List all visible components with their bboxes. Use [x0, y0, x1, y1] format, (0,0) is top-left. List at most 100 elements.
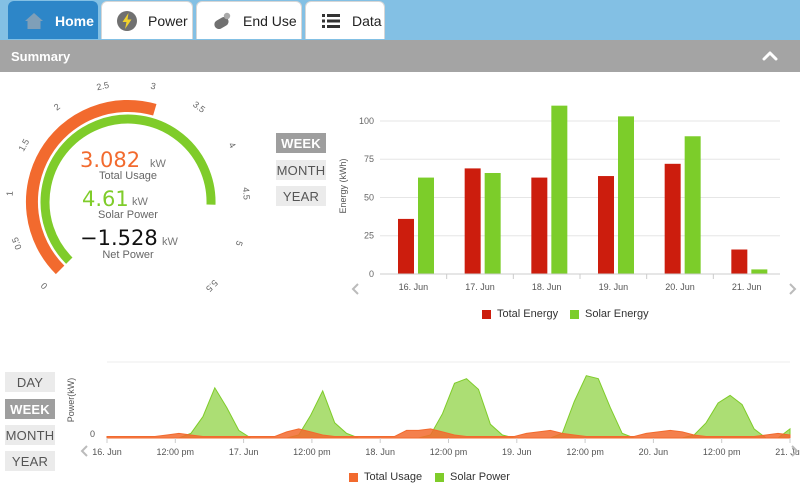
- legend-solar-power[interactable]: Solar Power: [435, 471, 510, 483]
- solar-power-value: 4.61: [82, 187, 129, 211]
- legend-swatch: [435, 473, 444, 482]
- net-power-unit: kW: [162, 236, 178, 248]
- tab-label: End Use: [243, 13, 297, 29]
- range-week-button[interactable]: WEEK: [5, 399, 55, 419]
- x-tick-label: 20. Jun: [639, 447, 669, 457]
- period-week-button[interactable]: WEEK: [276, 133, 326, 153]
- legend-swatch: [570, 310, 579, 319]
- home-icon: [23, 10, 45, 32]
- x-tick-label: 17. Jun: [229, 447, 259, 457]
- x-tick-label: 12:00 pm: [430, 447, 468, 457]
- summary-title: Summary: [11, 49, 70, 64]
- bar[interactable]: [618, 116, 634, 274]
- y-tick-label: 0: [90, 429, 95, 439]
- energy-bar-chart: 0 25 50 75 100 Energy (kWh) 16. Jun 17. Jun 18. …: [336, 74, 798, 324]
- x-tick-label: 12:00 pm: [703, 447, 741, 457]
- scroll-left-icon[interactable]: [82, 446, 87, 456]
- power-gauge: 0 0.5 1 1.5 2 2.5 3 3.5 4 4.5 5 5.5 3.082 kW Total …: [0, 74, 270, 304]
- bar[interactable]: [731, 250, 747, 274]
- tab-label: Home: [55, 13, 94, 29]
- power-area-chart: Power(kW) 0 16. Jun 12:00 pm 17. Jun 12:00 pm…: [60, 354, 800, 464]
- plug-icon: [211, 10, 233, 32]
- bar[interactable]: [551, 106, 567, 274]
- bar[interactable]: [418, 178, 434, 274]
- legend-solar-energy[interactable]: Solar Energy: [570, 308, 649, 320]
- x-tick-label: 19. Jun: [502, 447, 532, 457]
- gauge-dial: 0 0.5 1 1.5 2 2.5 3 3.5 4 4.5 5 5.5: [0, 74, 270, 304]
- x-tick-label: 16. Jun: [92, 447, 122, 457]
- legend-label: Total Usage: [364, 471, 422, 483]
- total-usage-unit: kW: [150, 158, 166, 170]
- chevron-up-icon[interactable]: [762, 49, 778, 63]
- gauge-tick-label: 1.5: [16, 137, 31, 153]
- x-tick-label: 19. Jun: [599, 282, 629, 292]
- y-tick-label: 50: [364, 192, 374, 202]
- legend-total-energy[interactable]: Total Energy: [482, 308, 558, 320]
- period-year-button[interactable]: YEAR: [276, 186, 326, 206]
- y-tick-label: 0: [369, 269, 374, 279]
- x-tick-label: 12:00 pm: [566, 447, 604, 457]
- area-series[interactable]: [107, 376, 790, 438]
- bolt-icon: [116, 10, 138, 32]
- y-tick-label: 25: [364, 231, 374, 241]
- tab-power[interactable]: Power: [101, 1, 193, 39]
- net-power-value: −1.528: [80, 226, 158, 250]
- y-axis-label: Energy (kWh): [338, 158, 348, 213]
- tab-data[interactable]: Data: [305, 1, 385, 39]
- x-tick-label: 20. Jun: [665, 282, 695, 292]
- tab-home[interactable]: Home: [8, 1, 98, 39]
- gauge-tick-label: 0: [39, 281, 50, 292]
- scroll-right-icon[interactable]: [790, 284, 795, 294]
- x-tick-label: 18. Jun: [532, 282, 562, 292]
- list-icon: [320, 10, 342, 32]
- net-power-label: Net Power: [68, 249, 188, 261]
- legend-swatch: [349, 473, 358, 482]
- legend-label: Solar Energy: [585, 308, 649, 320]
- period-month-button[interactable]: MONTH: [276, 160, 326, 180]
- bar[interactable]: [598, 176, 614, 274]
- scroll-left-icon[interactable]: [353, 284, 358, 294]
- solar-power-label: Solar Power: [68, 209, 188, 221]
- total-usage-label: Total Usage: [68, 170, 188, 182]
- total-usage-value: 3.082: [80, 148, 140, 172]
- gauge-tick-label: 5.5: [204, 278, 220, 294]
- top-nav-bar: Home Power End Use Data: [0, 0, 800, 40]
- bar[interactable]: [665, 164, 681, 274]
- y-tick-label: 75: [364, 154, 374, 164]
- gauge-tick-label: 3.5: [191, 99, 207, 115]
- bar[interactable]: [531, 178, 547, 274]
- x-tick-label: 21. Jun: [732, 282, 762, 292]
- bar[interactable]: [465, 168, 481, 274]
- tab-end-use[interactable]: End Use: [196, 1, 302, 39]
- x-tick-label: 17. Jun: [465, 282, 495, 292]
- gauge-tick-label: 4: [227, 141, 238, 150]
- x-tick-label: 12:00 pm: [157, 447, 195, 457]
- gauge-tick-label: 2: [52, 101, 62, 112]
- legend-swatch: [482, 310, 491, 319]
- x-tick-label: 12:00 pm: [293, 447, 331, 457]
- gauge-tick-label: 1: [5, 191, 15, 197]
- tab-label: Power: [148, 13, 188, 29]
- range-year-button[interactable]: YEAR: [5, 451, 55, 471]
- legend-total-usage[interactable]: Total Usage: [349, 471, 422, 483]
- gauge-tick-label: 3: [150, 81, 157, 92]
- bar[interactable]: [398, 219, 414, 274]
- gauge-tick-label: 0.5: [10, 236, 24, 251]
- gauge-tick-label: 2.5: [96, 80, 110, 92]
- tab-label: Data: [352, 13, 382, 29]
- x-tick-label: 18. Jun: [365, 447, 395, 457]
- y-tick-label: 100: [359, 116, 374, 126]
- gauge-tick-label: 4.5: [241, 187, 252, 200]
- summary-header[interactable]: Summary: [0, 40, 800, 72]
- range-day-button[interactable]: DAY: [5, 372, 55, 392]
- legend-label: Total Energy: [497, 308, 558, 320]
- x-tick-label: 16. Jun: [399, 282, 429, 292]
- bar[interactable]: [751, 269, 767, 274]
- range-month-button[interactable]: MONTH: [5, 425, 55, 445]
- bar[interactable]: [485, 173, 501, 274]
- legend-label: Solar Power: [450, 471, 510, 483]
- solar-power-unit: kW: [132, 196, 148, 208]
- bar[interactable]: [685, 136, 701, 274]
- gauge-tick-label: 5: [234, 239, 245, 247]
- y-axis-label: Power(kW): [66, 378, 76, 423]
